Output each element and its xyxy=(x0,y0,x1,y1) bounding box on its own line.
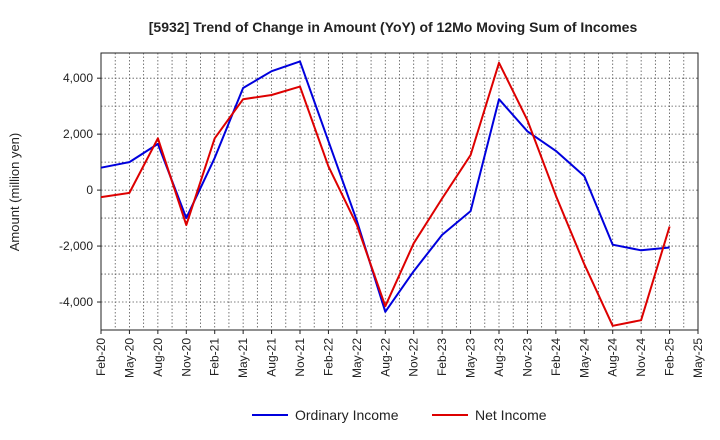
x-tick-label: May-21 xyxy=(236,338,250,378)
chart-title: [5932] Trend of Change in Amount (YoY) o… xyxy=(149,19,638,35)
x-tick-label: Aug-24 xyxy=(606,338,620,377)
legend-label: Ordinary Income xyxy=(295,407,399,423)
x-tick-label: Nov-24 xyxy=(634,338,648,377)
x-tick-label: May-24 xyxy=(577,338,591,378)
x-tick-label: May-25 xyxy=(691,338,705,378)
series-line-net-income xyxy=(100,61,671,327)
x-tick-label: Nov-21 xyxy=(293,338,307,377)
y-tick-label: 2,000 xyxy=(63,127,93,141)
y-tick-label: 4,000 xyxy=(63,71,93,85)
y-tick-label: -4,000 xyxy=(59,295,93,309)
x-tick-label: Aug-21 xyxy=(265,338,279,377)
x-tick-label: Aug-23 xyxy=(492,338,506,377)
x-tick-label: Feb-20 xyxy=(94,338,108,376)
x-tick-label: May-20 xyxy=(122,338,136,378)
x-tick-label: Feb-25 xyxy=(663,338,677,376)
x-tick-label: Nov-23 xyxy=(520,338,534,377)
plot-area xyxy=(100,52,699,331)
x-tick-label: Feb-23 xyxy=(435,338,449,376)
x-tick-label: Feb-24 xyxy=(549,338,563,376)
y-tick-label: -2,000 xyxy=(59,239,93,253)
x-tick-label: Feb-22 xyxy=(321,338,335,376)
x-tick-label: Nov-20 xyxy=(179,338,193,377)
legend-label: Net Income xyxy=(475,407,547,423)
grid xyxy=(100,53,699,331)
x-tick-label: Aug-20 xyxy=(151,338,165,377)
x-tick-label: May-22 xyxy=(350,338,364,378)
x-tick-label: Feb-21 xyxy=(208,338,222,376)
legend: Ordinary Income Net Income xyxy=(252,407,547,423)
x-axis: Feb-20 May-20 Aug-20 Nov-20 Feb-21 May-21 Aug-… xyxy=(94,330,705,378)
y-tick-label: 0 xyxy=(86,183,93,197)
y-axis-label: Amount (million yen) xyxy=(7,133,22,252)
series-lines xyxy=(100,60,671,327)
x-tick-label: May-23 xyxy=(464,338,478,378)
x-tick-label: Nov-22 xyxy=(407,338,421,377)
x-tick-label: Aug-22 xyxy=(378,338,392,377)
y-axis: -4,000 -2,000 0 2,000 4,000 xyxy=(59,71,101,309)
